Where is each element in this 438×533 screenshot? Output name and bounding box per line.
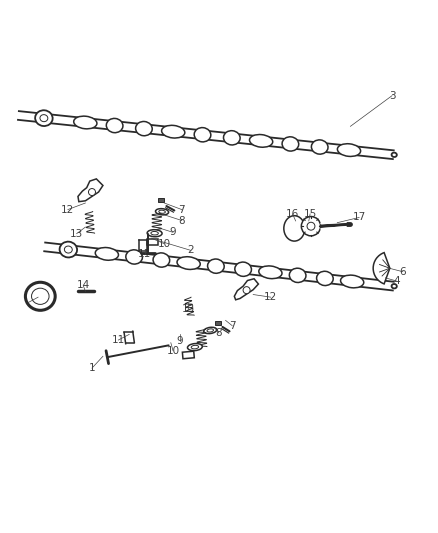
Text: 13: 13 xyxy=(70,229,83,239)
Text: 12: 12 xyxy=(264,292,277,302)
Polygon shape xyxy=(78,179,103,201)
Ellipse shape xyxy=(159,210,165,213)
Ellipse shape xyxy=(204,327,217,334)
Text: 13: 13 xyxy=(182,304,195,313)
Ellipse shape xyxy=(32,288,49,304)
Ellipse shape xyxy=(317,271,333,286)
Ellipse shape xyxy=(35,110,53,126)
Ellipse shape xyxy=(126,250,142,264)
Ellipse shape xyxy=(25,282,55,310)
Ellipse shape xyxy=(60,241,77,257)
Ellipse shape xyxy=(207,329,213,332)
Ellipse shape xyxy=(64,246,72,253)
Ellipse shape xyxy=(136,122,152,136)
Text: 4: 4 xyxy=(393,276,400,286)
Text: 12: 12 xyxy=(61,205,74,215)
Ellipse shape xyxy=(95,247,118,260)
Text: 11: 11 xyxy=(112,335,125,345)
Text: 9: 9 xyxy=(170,228,177,237)
Ellipse shape xyxy=(187,344,202,351)
Text: 5: 5 xyxy=(25,297,32,308)
Circle shape xyxy=(243,287,250,294)
Text: 9: 9 xyxy=(176,336,183,346)
Ellipse shape xyxy=(74,116,97,129)
Ellipse shape xyxy=(250,134,273,147)
Text: 10: 10 xyxy=(158,239,171,249)
Ellipse shape xyxy=(177,257,200,270)
Text: 7: 7 xyxy=(178,205,185,215)
Ellipse shape xyxy=(106,118,123,133)
Ellipse shape xyxy=(282,137,299,151)
Text: 8: 8 xyxy=(178,215,185,225)
Ellipse shape xyxy=(392,284,397,288)
Ellipse shape xyxy=(208,259,224,273)
Ellipse shape xyxy=(259,266,282,279)
Text: 17: 17 xyxy=(353,213,366,222)
Circle shape xyxy=(88,189,95,196)
Circle shape xyxy=(307,222,315,230)
Text: 8: 8 xyxy=(215,328,223,338)
Ellipse shape xyxy=(311,140,328,154)
Ellipse shape xyxy=(284,216,305,241)
Ellipse shape xyxy=(290,268,306,282)
Text: 10: 10 xyxy=(166,345,180,356)
Ellipse shape xyxy=(235,262,251,276)
Polygon shape xyxy=(147,239,158,245)
Wedge shape xyxy=(373,253,390,284)
Text: 2: 2 xyxy=(187,245,194,255)
Ellipse shape xyxy=(194,127,211,142)
Ellipse shape xyxy=(151,231,158,235)
Polygon shape xyxy=(234,279,258,300)
Ellipse shape xyxy=(337,144,360,156)
Polygon shape xyxy=(158,198,164,202)
Ellipse shape xyxy=(147,230,162,237)
Text: 1: 1 xyxy=(88,363,95,373)
Ellipse shape xyxy=(341,275,364,288)
Text: 6: 6 xyxy=(399,266,406,277)
Text: 11: 11 xyxy=(138,249,151,259)
Polygon shape xyxy=(182,351,194,359)
Ellipse shape xyxy=(191,345,198,349)
Text: 3: 3 xyxy=(389,91,396,101)
Ellipse shape xyxy=(392,152,397,157)
Ellipse shape xyxy=(40,115,48,122)
Ellipse shape xyxy=(153,253,170,267)
Text: 16: 16 xyxy=(286,209,299,219)
Circle shape xyxy=(301,216,321,236)
Text: 15: 15 xyxy=(304,209,317,219)
Text: 7: 7 xyxy=(229,321,236,330)
Ellipse shape xyxy=(162,125,185,138)
Ellipse shape xyxy=(155,208,169,215)
Polygon shape xyxy=(215,321,221,325)
Ellipse shape xyxy=(223,131,240,145)
Text: 14: 14 xyxy=(77,280,90,290)
